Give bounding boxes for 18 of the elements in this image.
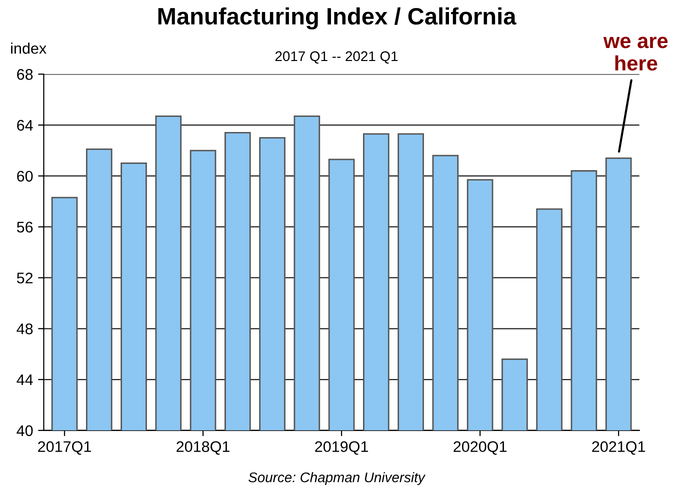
x-tick-label: 2018Q1 xyxy=(176,441,230,455)
y-tick-label: 68 xyxy=(17,69,33,80)
x-tick-label: 2019Q1 xyxy=(315,441,368,455)
chart-title: Manufacturing Index / California xyxy=(158,7,516,30)
y-tick-label: 64 xyxy=(17,120,33,131)
annotation: we are here xyxy=(603,36,668,71)
y-tick-label: 40 xyxy=(16,425,33,436)
y-tick-label: 44 xyxy=(16,374,33,386)
source-note: Source: Chapman University xyxy=(248,472,426,486)
y-tick-label: 48 xyxy=(16,324,33,334)
y-axis-title: index xyxy=(11,42,46,54)
x-tick-label: 2017Q1 xyxy=(38,441,91,455)
y-tick-label: 56 xyxy=(16,222,33,233)
y-tick-label: 52 xyxy=(16,272,33,284)
chart-subtitle: 2017 Q1 -- 2021 Q1 xyxy=(275,51,398,64)
y-tick-label: 60 xyxy=(17,170,33,182)
x-tick-label: 2020Q1 xyxy=(454,441,506,455)
x-tick-label: 2021Q1 xyxy=(592,441,646,455)
